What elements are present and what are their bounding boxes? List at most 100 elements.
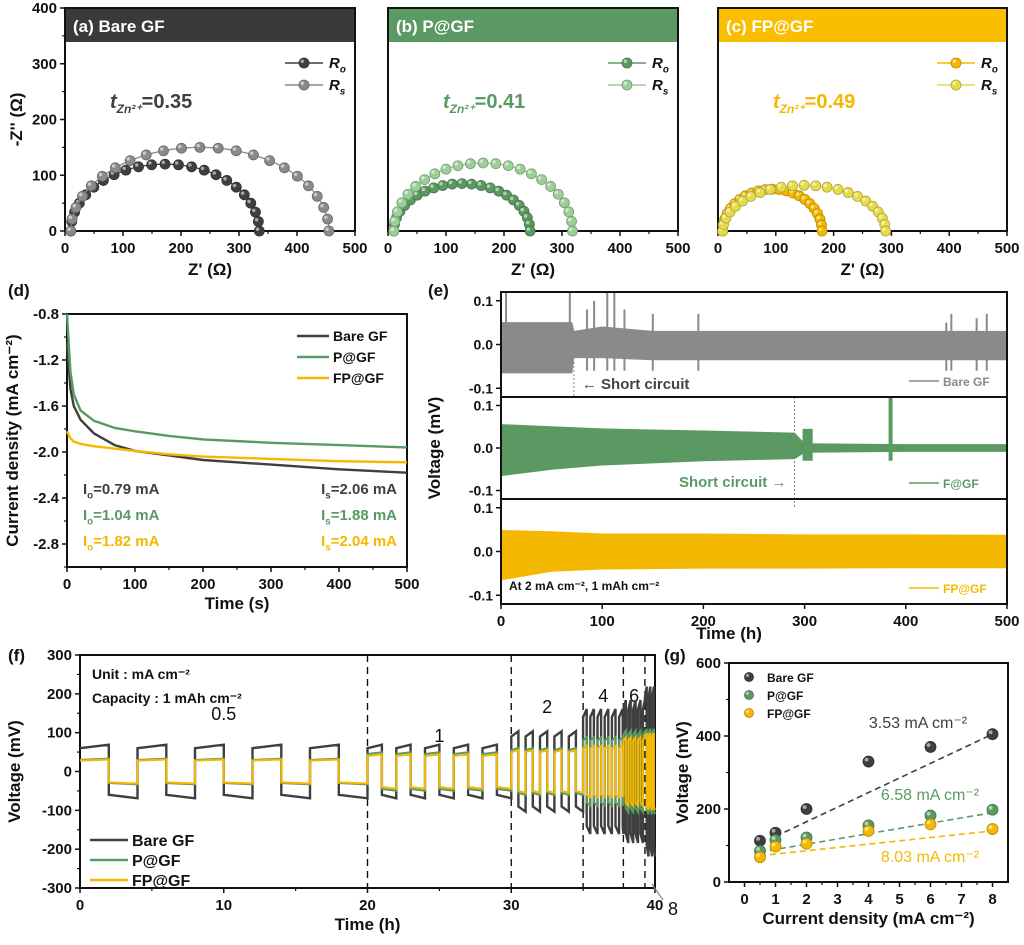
rate-label: 1	[434, 726, 444, 746]
unit-note: Unit : mA cm⁻²	[92, 666, 190, 682]
y-tick-label: 0	[713, 874, 721, 891]
data-point-Rs	[526, 168, 537, 180]
data-point-highlight	[771, 828, 776, 833]
data-point-highlight	[515, 201, 520, 206]
data-point-Ro	[253, 225, 265, 237]
legend-label: Bare GF	[767, 671, 814, 685]
data-point-highlight	[568, 227, 573, 231]
data-point-highlight	[448, 180, 453, 185]
data-point-Rs	[842, 187, 854, 198]
data-point-highlight	[223, 176, 227, 181]
data-point-highlight	[771, 842, 776, 847]
data-point-Rs	[392, 206, 403, 218]
data-point-Ro	[816, 225, 828, 237]
x-tick-label: 0	[497, 613, 505, 630]
data-point-highlight	[732, 202, 736, 207]
data-point-highlight	[526, 227, 531, 231]
data-point-highlight	[745, 691, 749, 695]
data-point-highlight	[431, 170, 435, 174]
x-tick-label: 0	[384, 240, 392, 257]
data-point-FP-GF	[862, 825, 875, 837]
data-point-highlight	[766, 185, 771, 190]
data-point-Rs	[545, 181, 557, 192]
x-axis-label: Z' (Ω)	[511, 260, 555, 279]
y-tick-label: -1.2	[33, 352, 59, 369]
x-tick-label: 100	[433, 240, 458, 257]
data-point-FP-GF	[769, 840, 782, 853]
data-point-Rs	[465, 158, 476, 170]
data-point-highlight	[795, 192, 800, 196]
panel-label: (g)	[664, 646, 686, 665]
data-point-Rs	[567, 225, 578, 237]
data-point-Rs	[323, 225, 335, 237]
data-point-highlight	[421, 176, 425, 180]
data-point-highlight	[554, 190, 559, 195]
data-point-highlight	[232, 183, 237, 188]
y-tick-label: 300	[32, 56, 57, 73]
data-point-Rs	[264, 155, 276, 167]
x-tick-label: 200	[821, 240, 846, 257]
data-point-highlight	[430, 184, 434, 188]
data-point-highlight	[304, 182, 309, 186]
panel-f: (f) 0 10 20 30 40 300 200 100 0 -100 -200 -300 Time (…	[5, 646, 678, 934]
rate-arrow	[651, 883, 664, 901]
data-point-Rs	[278, 162, 290, 174]
panel-a: (a) Bare GF 0 100 200 300 400 500 0 100 200 300 400…	[7, 0, 368, 279]
is-annotation: Is=2.04 mA	[321, 533, 397, 554]
x-tick-label: 500	[994, 613, 1019, 630]
data-point-highlight	[802, 833, 807, 838]
data-point-highlight	[756, 189, 761, 193]
x-tick-label: 100	[122, 576, 147, 593]
data-point-Rs	[821, 181, 833, 193]
data-point-Ro	[250, 206, 261, 218]
data-point-Rs	[514, 163, 526, 175]
data-point-Rs	[176, 142, 187, 154]
legend-marker	[621, 57, 633, 69]
data-point-highlight	[479, 159, 484, 163]
data-point-Rs	[798, 179, 810, 191]
data-point-highlight	[313, 192, 318, 197]
data-point-highlight	[800, 181, 805, 186]
data-point-highlight	[391, 217, 395, 222]
y-tick-label: -2.4	[33, 490, 60, 507]
data-point-highlight	[756, 836, 760, 841]
subplot-frame	[500, 498, 1008, 605]
data-point-Rs	[124, 155, 136, 167]
data-point-highlight	[520, 207, 524, 212]
data-point-Ro	[466, 178, 478, 190]
y-tick-label: 0.0	[474, 440, 494, 456]
data-point-highlight	[523, 214, 528, 218]
x-tick-label: 2	[802, 891, 810, 908]
data-point-highlight	[509, 196, 514, 200]
data-point-Rs	[754, 187, 766, 198]
data-point-Ro	[524, 225, 536, 237]
data-point-highlight	[623, 59, 627, 63]
data-point-highlight	[412, 182, 416, 187]
voltage-envelope-2	[500, 529, 1008, 581]
data-point-highlight	[87, 182, 92, 186]
data-point-Rs	[787, 180, 798, 192]
data-point-highlight	[67, 227, 71, 231]
data-point-highlight	[126, 157, 131, 161]
data-point-Rs	[158, 145, 169, 157]
data-point-highlight	[161, 160, 166, 165]
x-tick-label: 7	[957, 891, 965, 908]
fit-line	[775, 733, 993, 838]
legend-label-Rs: Rs	[652, 77, 669, 98]
condition-note: At 2 mA cm⁻², 1 mAh cm⁻²	[509, 579, 659, 593]
data-point-highlight	[853, 192, 858, 197]
data-point-Rs	[880, 225, 892, 237]
legend-label-Rs: Rs	[329, 77, 346, 98]
data-point-Rs	[775, 181, 787, 193]
y-tick-label: 100	[47, 725, 72, 742]
y-tick-label: 200	[47, 686, 72, 703]
y-tick-label: 0.1	[474, 293, 494, 309]
x-tick-label: 400	[607, 240, 632, 257]
data-point-highlight	[881, 220, 885, 225]
data-point-Rs	[389, 215, 401, 227]
x-tick-label: 200	[491, 240, 516, 257]
data-point-highlight	[747, 192, 751, 197]
x-tick-label: 100	[763, 240, 788, 257]
data-point-highlight	[726, 208, 730, 213]
data-point-highlight	[834, 185, 838, 190]
